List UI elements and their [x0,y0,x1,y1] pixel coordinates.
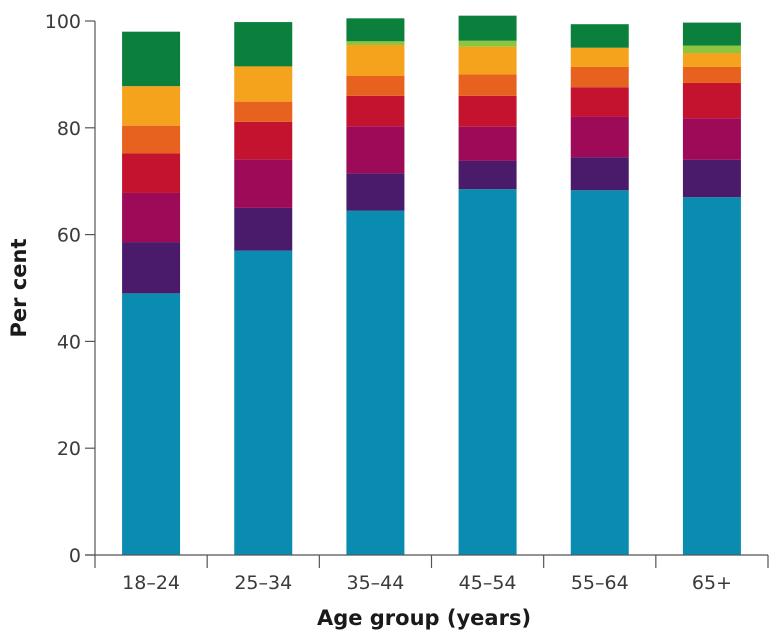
axes-group: 0 20 40 60 80 100 18–24 25–34 35–44 45–54 55–64 65+ [45,11,769,594]
bar-segment-8-4 [458,15,517,41]
bar-segment-2-3 [346,173,405,211]
bar-segment-6-4 [458,46,517,75]
bar-segment-7-6 [682,45,741,54]
bar-segment-4-1 [122,153,181,193]
x-tick-label-6: 65+ [692,572,732,594]
bar-segment-1-5 [570,190,629,555]
bar-segment-6-1 [122,86,181,126]
x-tick-label-2: 25–34 [234,572,292,594]
bar-segment-3-2 [234,159,293,208]
bar-segment-7-4 [458,40,517,47]
bar-segment-6-6 [682,53,741,67]
bar-segment-8-5 [570,24,629,48]
y-tick-label-0: 0 [69,545,81,567]
y-tick-label-80: 80 [57,118,81,140]
y-axis-title: Per cent [7,239,31,338]
bar-segment-2-4 [458,160,517,190]
bar-segment-5-4 [458,74,517,96]
bar-segment-8-1 [122,31,181,87]
bar-segment-6-3 [346,45,405,76]
bar-segment-5-2 [234,101,293,122]
bar-segment-6-5 [570,47,629,67]
y-tick-label-20: 20 [57,438,81,460]
x-tick-label-4: 45–54 [459,572,517,594]
bar-segment-8-3 [346,18,405,42]
y-tick-label-40: 40 [57,331,81,353]
x-tick-label-1: 18–24 [122,572,180,594]
bar-segment-4-3 [346,95,405,127]
bar-segment-6-2 [234,66,293,102]
bar-segment-1-1 [122,293,181,555]
y-tick-label-60: 60 [57,225,81,247]
bar-segment-3-4 [458,126,517,161]
bar-segment-2-6 [682,159,741,198]
bar-segment-8-2 [234,22,293,67]
bar-segment-1-2 [234,250,293,555]
bar-segment-4-2 [234,121,293,160]
bar-segment-8-6 [682,22,741,46]
bar-segment-5-3 [346,76,405,96]
bar-segment-4-6 [682,82,741,119]
bar-segment-4-4 [458,95,517,127]
bar-segment-2-1 [122,242,181,294]
y-tick-label-100: 100 [45,11,81,33]
x-tick-label-3: 35–44 [346,572,404,594]
bar-segment-5-5 [570,66,629,88]
bar-segment-3-5 [570,116,629,158]
x-tick-label-5: 55–64 [571,572,629,594]
x-axis-title: Age group (years) [317,606,531,630]
bar-segment-2-5 [570,157,629,191]
bar-segment-7-3 [346,41,405,46]
bar-segment-3-6 [682,118,741,160]
bar-segment-4-5 [570,87,629,117]
bar-segment-1-4 [458,189,517,555]
bar-segment-1-6 [682,197,741,555]
bar-segment-5-6 [682,66,741,83]
bar-segment-2-2 [234,207,293,251]
bar-segment-3-3 [346,126,405,174]
bar-segment-3-1 [122,192,181,243]
bars-group [122,15,741,555]
bar-segment-1-3 [346,210,405,555]
bar-segment-5-1 [122,125,181,154]
